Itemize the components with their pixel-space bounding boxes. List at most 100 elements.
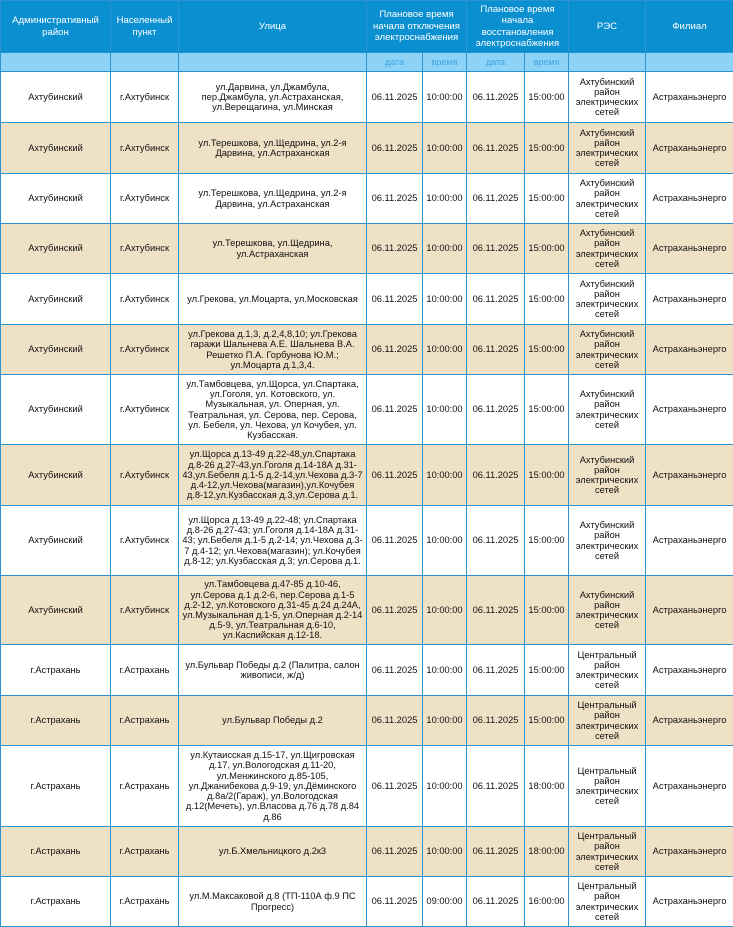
cell-locality: г.Астрахань bbox=[111, 645, 179, 696]
cell-locality: г.Ахтубинск bbox=[111, 123, 179, 174]
cell-res: Центральный район электрических сетей bbox=[569, 645, 646, 696]
cell-off-date: 06.11.2025 bbox=[367, 72, 423, 123]
cell-on-time: 15:00:00 bbox=[525, 224, 569, 274]
cell-off-time: 10:00:00 bbox=[423, 375, 467, 445]
cell-on-time: 15:00:00 bbox=[525, 274, 569, 325]
cell-street: ул.Тамбовцева, ул.Щорса, ул.Спартака, ул… bbox=[179, 375, 367, 445]
cell-street: ул.Щорса д.13-49 д.22-48; ул.Спартака д.… bbox=[179, 506, 367, 576]
sub-on-time: время bbox=[525, 53, 569, 72]
cell-off-date: 06.11.2025 bbox=[367, 325, 423, 375]
sub-off-date: дата bbox=[367, 53, 423, 72]
cell-res: Ахтубинский район электрических сетей bbox=[569, 325, 646, 375]
cell-district: г.Астрахань bbox=[1, 877, 111, 927]
cell-res: Ахтубинский район электрических сетей bbox=[569, 576, 646, 645]
cell-branch: Астраханьэнерго bbox=[646, 174, 733, 224]
cell-district: Ахтубинский bbox=[1, 224, 111, 274]
cell-street: ул.Б.Хмельницкого д.2к3 bbox=[179, 827, 367, 877]
cell-district: Ахтубинский bbox=[1, 506, 111, 576]
cell-on-date: 06.11.2025 bbox=[467, 274, 525, 325]
cell-res: Ахтубинский район электрических сетей bbox=[569, 123, 646, 174]
cell-street: ул.Бульвар Победы д.2 bbox=[179, 696, 367, 746]
cell-district: Ахтубинский bbox=[1, 174, 111, 224]
cell-on-time: 16:00:00 bbox=[525, 877, 569, 927]
cell-locality: г.Ахтубинск bbox=[111, 506, 179, 576]
cell-locality: г.Ахтубинск bbox=[111, 325, 179, 375]
cell-locality: г.Ахтубинск bbox=[111, 224, 179, 274]
cell-branch: Астраханьэнерго bbox=[646, 224, 733, 274]
cell-off-time: 10:00:00 bbox=[423, 274, 467, 325]
cell-branch: Астраханьэнерго bbox=[646, 877, 733, 927]
col-off-time: Плановое время начала отключения электро… bbox=[367, 1, 467, 53]
cell-res: Ахтубинский район электрических сетей bbox=[569, 506, 646, 576]
cell-district: г.Астрахань bbox=[1, 645, 111, 696]
cell-branch: Астраханьэнерго bbox=[646, 274, 733, 325]
cell-locality: г.Астрахань bbox=[111, 877, 179, 927]
cell-on-date: 06.11.2025 bbox=[467, 445, 525, 506]
cell-on-date: 06.11.2025 bbox=[467, 174, 525, 224]
cell-on-time: 15:00:00 bbox=[525, 174, 569, 224]
cell-locality: г.Ахтубинск bbox=[111, 72, 179, 123]
cell-off-time: 10:00:00 bbox=[423, 645, 467, 696]
cell-district: Ахтубинский bbox=[1, 274, 111, 325]
cell-on-time: 18:00:00 bbox=[525, 746, 569, 827]
col-locality: Населенный пункт bbox=[111, 1, 179, 53]
cell-street: ул.Тамбовцева д.47-85 д.10-46, ул.Серова… bbox=[179, 576, 367, 645]
cell-off-time: 10:00:00 bbox=[423, 174, 467, 224]
cell-branch: Астраханьэнерго bbox=[646, 506, 733, 576]
cell-on-date: 06.11.2025 bbox=[467, 746, 525, 827]
cell-street: ул.Кутаисская д.15-17, ул.Щигровская д.1… bbox=[179, 746, 367, 827]
cell-off-date: 06.11.2025 bbox=[367, 746, 423, 827]
cell-off-time: 10:00:00 bbox=[423, 224, 467, 274]
cell-off-date: 06.11.2025 bbox=[367, 375, 423, 445]
cell-street: ул.Терешкова, ул.Щедрина, ул.2-я Дарвина… bbox=[179, 174, 367, 224]
cell-on-time: 15:00:00 bbox=[525, 576, 569, 645]
cell-street: ул.Терешкова, ул.Щедрина, ул.2-я Дарвина… bbox=[179, 123, 367, 174]
cell-branch: Астраханьэнерго bbox=[646, 445, 733, 506]
cell-off-date: 06.11.2025 bbox=[367, 445, 423, 506]
cell-res: Центральный район электрических сетей bbox=[569, 746, 646, 827]
cell-locality: г.Ахтубинск bbox=[111, 274, 179, 325]
cell-on-time: 15:00:00 bbox=[525, 645, 569, 696]
cell-locality: г.Ахтубинск bbox=[111, 576, 179, 645]
cell-res: Ахтубинский район электрических сетей bbox=[569, 445, 646, 506]
cell-off-time: 10:00:00 bbox=[423, 72, 467, 123]
cell-street: ул.Дарвина, ул.Джамбула, пер.Джамбула, у… bbox=[179, 72, 367, 123]
cell-branch: Астраханьэнерго bbox=[646, 375, 733, 445]
cell-branch: Астраханьэнерго bbox=[646, 123, 733, 174]
cell-on-date: 06.11.2025 bbox=[467, 123, 525, 174]
cell-on-time: 15:00:00 bbox=[525, 123, 569, 174]
cell-on-date: 06.11.2025 bbox=[467, 827, 525, 877]
cell-on-date: 06.11.2025 bbox=[467, 224, 525, 274]
cell-on-date: 06.11.2025 bbox=[467, 72, 525, 123]
cell-locality: г.Астрахань bbox=[111, 746, 179, 827]
cell-off-date: 06.11.2025 bbox=[367, 224, 423, 274]
cell-street: ул.Терешкова, ул.Щедрина, ул.Астраханска… bbox=[179, 224, 367, 274]
cell-street: ул.Грекова д.1,3, д.2,4,8,10; ул.Грекова… bbox=[179, 325, 367, 375]
cell-off-date: 06.11.2025 bbox=[367, 827, 423, 877]
cell-on-time: 15:00:00 bbox=[525, 72, 569, 123]
cell-district: г.Астрахань bbox=[1, 746, 111, 827]
cell-res: Ахтубинский район электрических сетей bbox=[569, 274, 646, 325]
cell-district: г.Астрахань bbox=[1, 696, 111, 746]
cell-on-time: 15:00:00 bbox=[525, 696, 569, 746]
cell-off-date: 06.11.2025 bbox=[367, 123, 423, 174]
cell-branch: Астраханьэнерго bbox=[646, 746, 733, 827]
subheader-row: дата время дата время bbox=[1, 53, 733, 72]
cell-on-time: 18:00:00 bbox=[525, 827, 569, 877]
cell-district: Ахтубинский bbox=[1, 72, 111, 123]
cell-branch: Астраханьэнерго bbox=[646, 696, 733, 746]
cell-off-time: 10:00:00 bbox=[423, 746, 467, 827]
cell-district: Ахтубинский bbox=[1, 445, 111, 506]
cell-street: ул.Бульвар Победы д.2 (Палитра, салон жи… bbox=[179, 645, 367, 696]
cell-off-date: 06.11.2025 bbox=[367, 645, 423, 696]
